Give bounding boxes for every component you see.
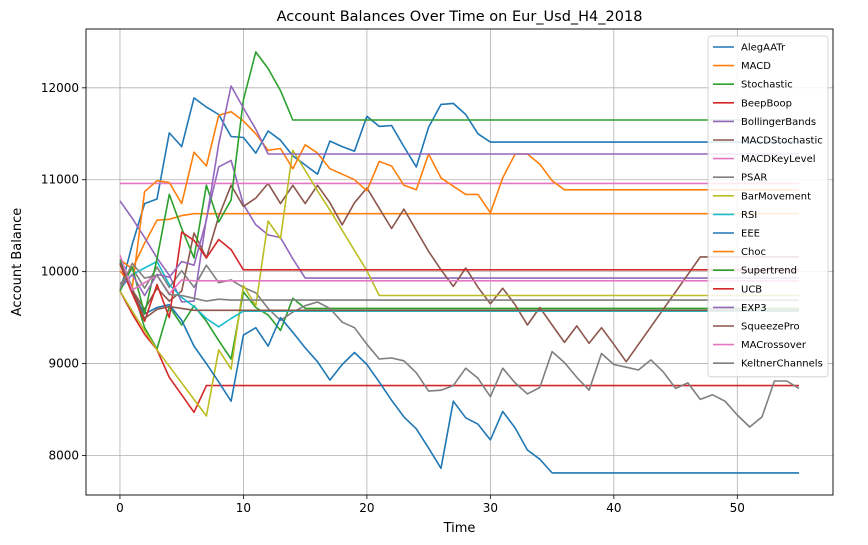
series-line-beepboop — [119, 290, 799, 414]
y-tick-label: 11000 — [41, 173, 79, 187]
legend-label: BollingerBands — [741, 117, 816, 128]
series-line-supertrend — [119, 51, 799, 315]
legend-label: MACD — [741, 61, 771, 72]
series-lines — [119, 51, 800, 474]
series-line-macrossover — [119, 254, 799, 295]
series-line-stochastic — [119, 259, 799, 360]
legend-label: RSI — [741, 210, 757, 221]
legend-label: Choc — [741, 247, 766, 258]
legend-label: UCB — [741, 284, 762, 295]
series-line-barmovement — [119, 149, 799, 417]
y-tick-label: 8000 — [48, 448, 79, 462]
legend-label: KeltnerChannels — [741, 359, 823, 370]
x-tick-label: 10 — [236, 501, 251, 515]
legend-label: BeepBoop — [741, 98, 792, 109]
legend-label: Stochastic — [741, 80, 793, 91]
legend-label: SqueezePro — [741, 322, 800, 333]
x-tick-label: 30 — [483, 501, 498, 515]
y-axis-label: Account Balance — [10, 208, 25, 316]
legend-box — [707, 35, 829, 378]
axis-ticks: 0 10 20 30 40 50 8000 9000 10000 11000 12000 — [41, 81, 745, 515]
legend-label: BarMovement — [741, 191, 811, 202]
series-line-exp3 — [119, 85, 799, 297]
y-tick-label: 12000 — [41, 81, 79, 95]
series-line-eee — [119, 262, 799, 474]
legend-label: EEE — [741, 229, 760, 240]
plot-area-frame — [85, 28, 834, 496]
series-line-keltnerchannels — [119, 262, 799, 302]
legend-label: PSAR — [741, 173, 767, 184]
series-line-alegaatr — [119, 97, 799, 293]
series-line-choc — [119, 110, 799, 289]
legend-label: AlegAATr — [741, 43, 786, 54]
y-tick-label: 10000 — [41, 265, 79, 279]
y-tick-label: 9000 — [48, 357, 79, 371]
x-axis-label: Time — [443, 521, 476, 536]
legend-label: Supertrend — [741, 266, 797, 277]
x-tick-label: 40 — [606, 501, 621, 515]
legend: AlegAATrMACDStochasticBeepBoopBollingerB… — [707, 35, 829, 378]
x-tick-label: 0 — [116, 501, 124, 515]
legend-label: MACDKeyLevel — [741, 154, 816, 165]
x-tick-label: 50 — [730, 501, 745, 515]
series-line-bollingerbands — [119, 159, 799, 303]
series-line-squeezepro — [119, 263, 799, 320]
x-tick-label: 20 — [359, 501, 374, 515]
chart-title: Account Balances Over Time on Eur_Usd_H4… — [277, 9, 643, 25]
series-line-ucb — [119, 231, 799, 323]
series-line-rsi — [119, 260, 799, 328]
legend-label: EXP3 — [741, 303, 767, 314]
legend-label: MACDStochastic — [741, 136, 823, 147]
legend-label: MACrossover — [741, 340, 807, 351]
series-line-macdstochastic — [119, 182, 799, 363]
